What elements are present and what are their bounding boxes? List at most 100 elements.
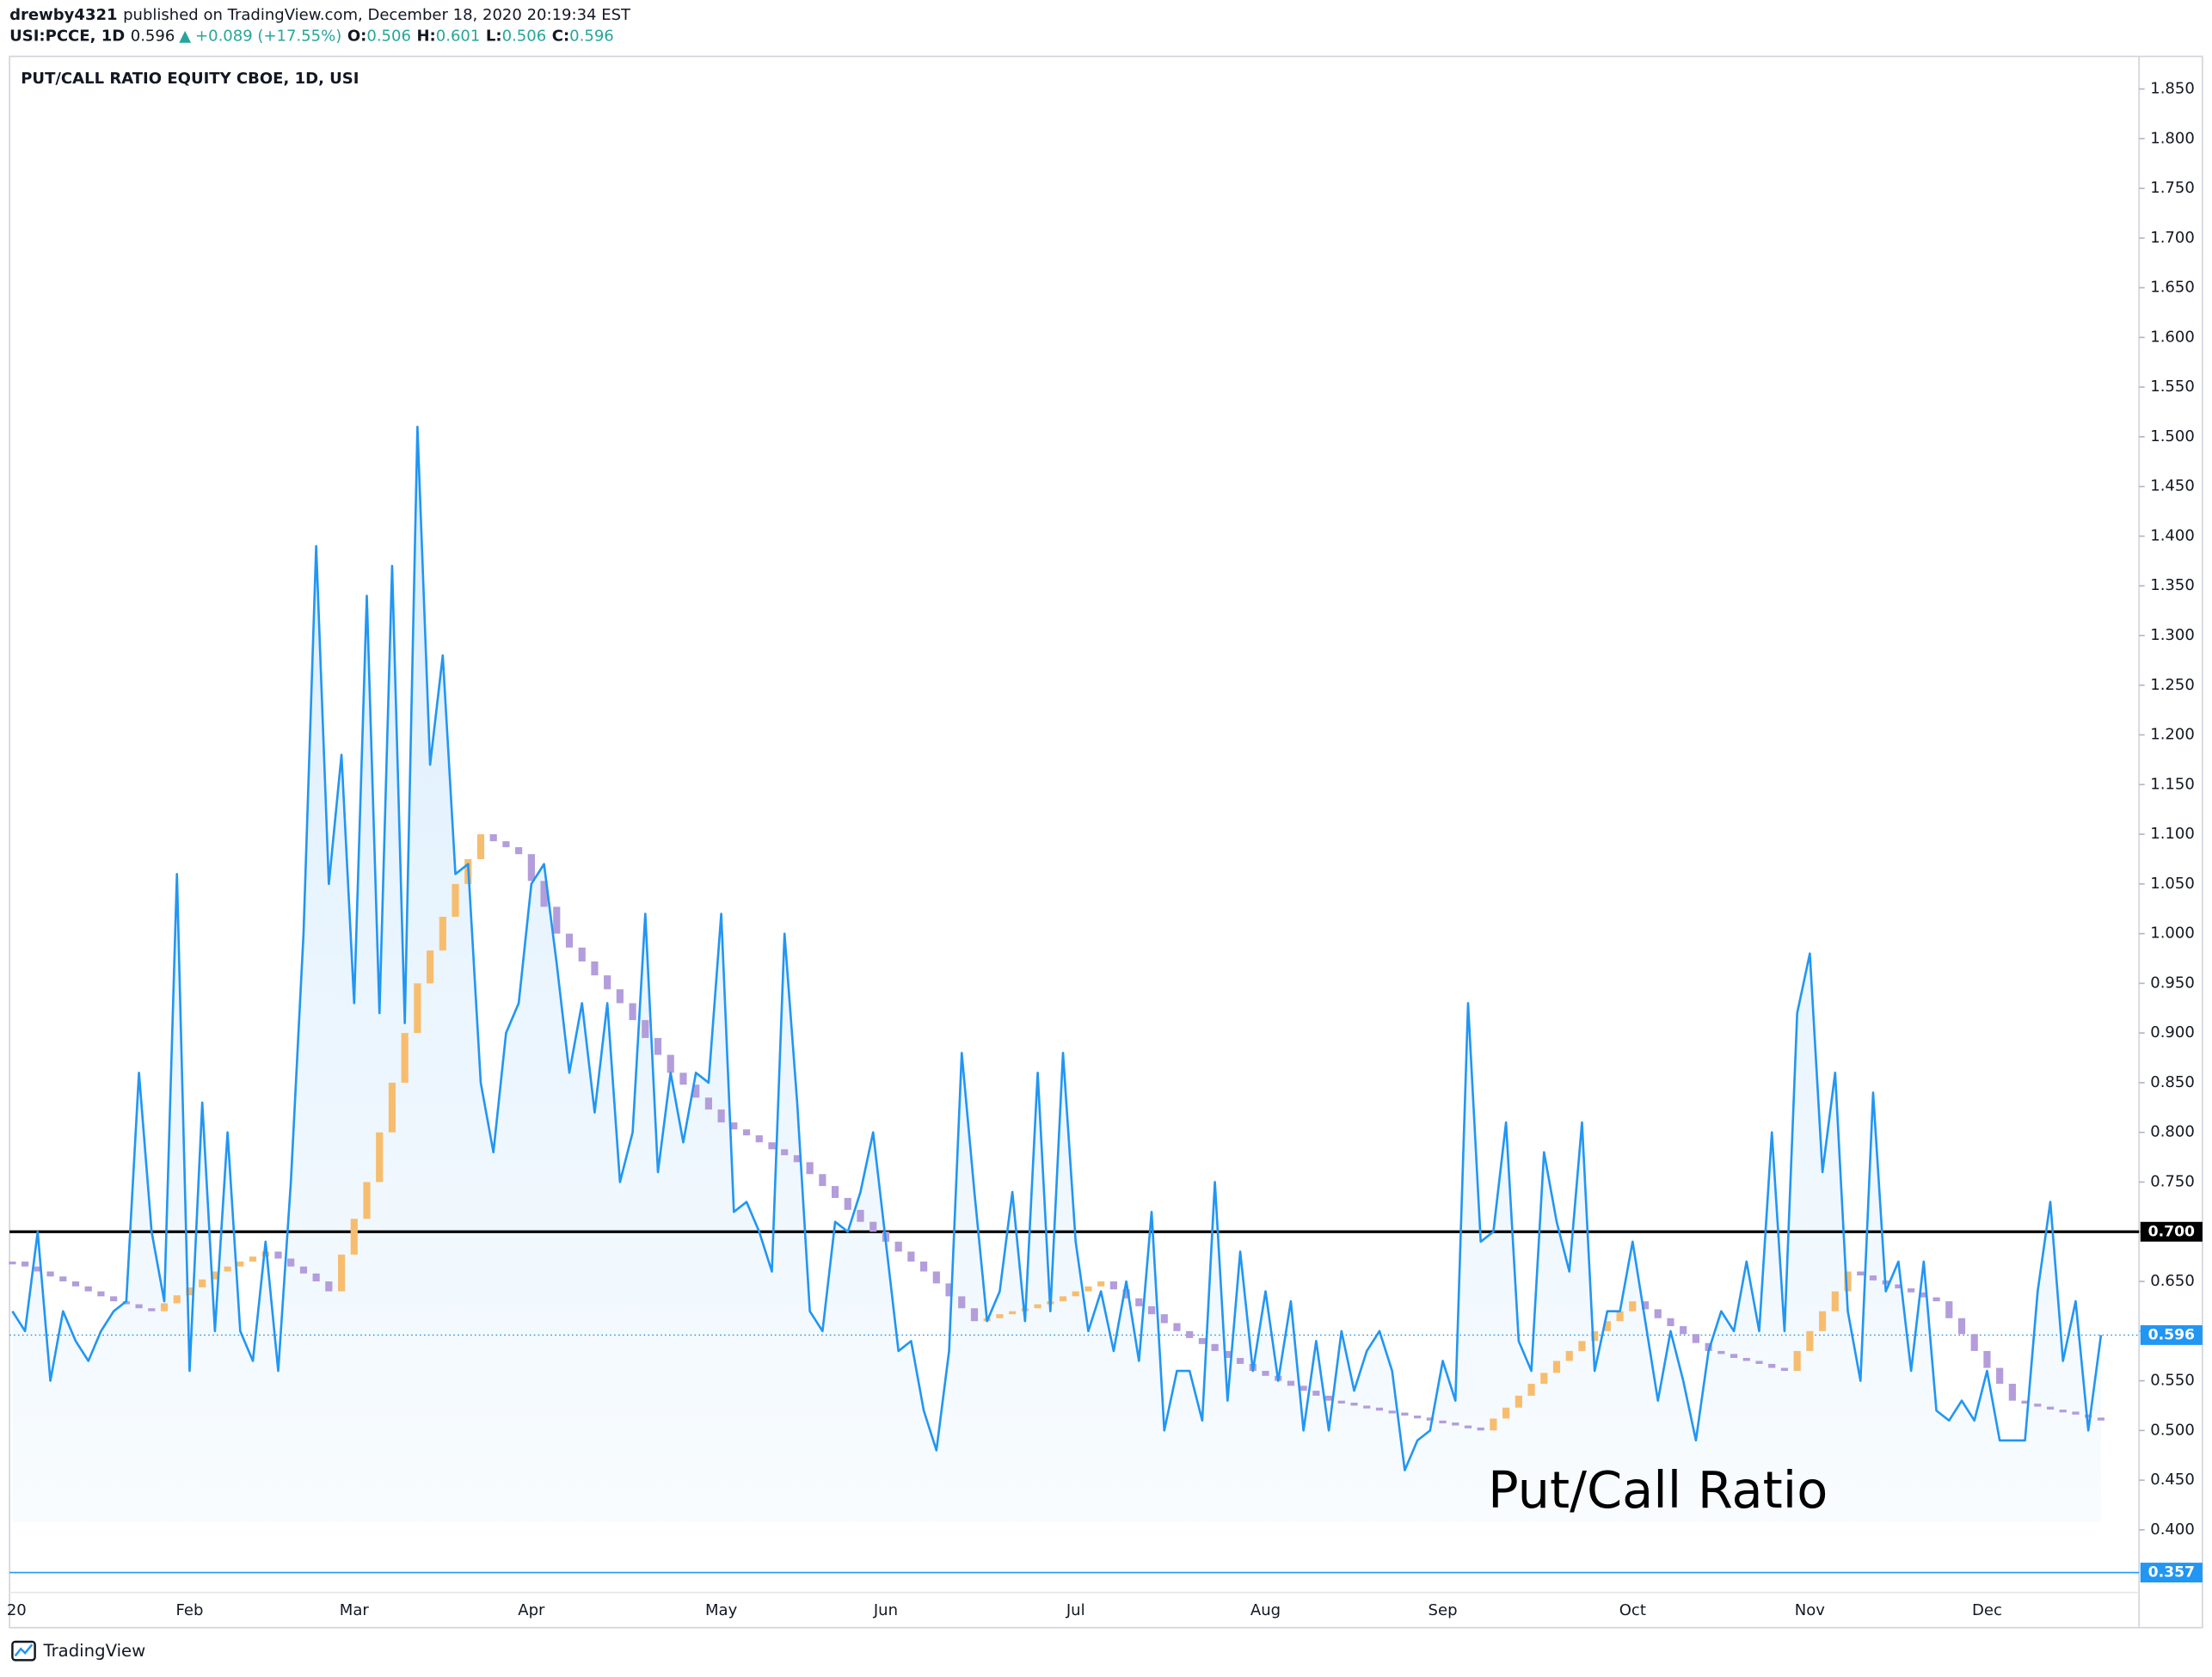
average-segment xyxy=(2097,1417,2104,1421)
average-segment xyxy=(1452,1422,1459,1426)
y-tick-label: 0.750 xyxy=(2150,1172,2195,1190)
reference-label: 0.700 xyxy=(2148,1223,2195,1240)
average-segment xyxy=(642,1020,649,1038)
reference-label: 0.596 xyxy=(2148,1326,2195,1343)
average-segment xyxy=(591,961,599,976)
y-tick-label: 1.600 xyxy=(2150,328,2195,346)
x-tick-label: Sep xyxy=(1429,1601,1458,1619)
average-segment xyxy=(2021,1400,2029,1404)
average-segment xyxy=(1717,1350,1725,1354)
y-tick-label: 0.850 xyxy=(2150,1073,2195,1091)
average-segment xyxy=(1262,1371,1269,1376)
average-segment xyxy=(1591,1330,1599,1342)
average-segment xyxy=(135,1304,143,1309)
average-segment xyxy=(755,1135,763,1143)
average-segment xyxy=(1818,1311,1827,1331)
author: drewby4321 xyxy=(9,6,117,24)
l-label: L: xyxy=(486,28,502,46)
average-segment xyxy=(1414,1416,1422,1419)
average-segment xyxy=(173,1295,181,1304)
average-segment xyxy=(1464,1425,1472,1428)
y-tick-label: 1.000 xyxy=(2150,924,2195,943)
average-segment xyxy=(1654,1309,1662,1318)
average-segment xyxy=(1173,1323,1181,1331)
average-segment xyxy=(1945,1301,1953,1318)
average-segment xyxy=(452,883,459,917)
average-segment xyxy=(1957,1318,1966,1335)
average-segment xyxy=(527,854,535,882)
reference-label-box xyxy=(2140,1324,2203,1345)
average-segment xyxy=(1034,1304,1041,1309)
average-segment xyxy=(616,989,624,1004)
average-segment xyxy=(261,1251,269,1257)
low: 0.506 xyxy=(502,28,547,46)
average-segment xyxy=(932,1271,940,1284)
x-tick-label: Mar xyxy=(340,1601,370,1619)
plot: 0.400 0.450 0.500 0.550 0.650 0.750 0.800 0.850… xyxy=(7,79,2203,1619)
average-segment xyxy=(1742,1357,1750,1361)
average-segment xyxy=(325,1281,333,1292)
y-tick-label: 1.200 xyxy=(2150,726,2195,744)
average-segment xyxy=(806,1162,814,1175)
average-segment xyxy=(1780,1367,1789,1372)
x-tick-label: Jul xyxy=(1066,1601,1085,1619)
average-segment xyxy=(97,1291,105,1297)
header-line-1: drewby4321 published on TradingView.com, … xyxy=(9,6,631,24)
average-segment xyxy=(1932,1297,1940,1302)
reference-label-box xyxy=(2140,1563,2203,1583)
average-segment xyxy=(211,1271,218,1280)
x-tick-label: Dec xyxy=(1972,1601,2002,1619)
average-segment xyxy=(1996,1367,2004,1385)
average-segment xyxy=(122,1301,130,1305)
average-segment xyxy=(1578,1341,1586,1351)
average-segment xyxy=(958,1296,966,1309)
x-tick-label: Oct xyxy=(1619,1601,1646,1619)
chart-title: PUT/CALL RATIO EQUITY CBOE, 1D, USI xyxy=(21,70,359,88)
average-segment xyxy=(1072,1291,1079,1297)
y-tick-label: 0.450 xyxy=(2150,1471,2195,1489)
average-segment xyxy=(894,1241,902,1252)
average-segment xyxy=(1705,1342,1712,1351)
average-segment xyxy=(1806,1330,1814,1351)
average-segment xyxy=(1109,1281,1117,1290)
average-segment xyxy=(414,983,421,1034)
average-segment xyxy=(2072,1411,2080,1415)
average-segment xyxy=(970,1308,979,1322)
y-tick-label: 0.900 xyxy=(2150,1023,2195,1041)
average-segment xyxy=(654,1037,662,1055)
logo-icon xyxy=(11,1640,36,1662)
average-segment xyxy=(1641,1301,1650,1310)
average-segment xyxy=(1388,1410,1396,1414)
average-segment xyxy=(2034,1404,2042,1407)
average-segment xyxy=(110,1296,118,1302)
average-segment xyxy=(1490,1418,1497,1431)
annotation: Put/Call Ratio xyxy=(1488,1460,1828,1520)
average-segment xyxy=(2085,1414,2092,1418)
y-tick-label: 1.400 xyxy=(2150,526,2195,544)
average-segment xyxy=(857,1209,864,1222)
average-segment xyxy=(427,950,434,984)
footer-brand: TradingView xyxy=(42,1641,145,1661)
y-tick-label: 0.550 xyxy=(2150,1372,2195,1390)
average-segment xyxy=(2046,1406,2055,1410)
reference-label-box xyxy=(2140,1221,2203,1242)
average-segment xyxy=(401,1033,409,1083)
average-segment xyxy=(1908,1288,1915,1293)
average-segment xyxy=(1540,1373,1548,1385)
average-segment xyxy=(920,1261,928,1272)
average-segment xyxy=(1312,1391,1320,1396)
average-segment xyxy=(844,1197,851,1210)
average-segment xyxy=(199,1279,206,1287)
average-segment xyxy=(540,881,548,907)
average-segment xyxy=(1186,1330,1194,1338)
average-segment xyxy=(1920,1292,1927,1298)
average-segment xyxy=(1502,1407,1510,1419)
average-segment xyxy=(237,1261,244,1267)
average-segment xyxy=(363,1182,371,1219)
y-tick-label: 1.100 xyxy=(2150,825,2195,843)
average-segment xyxy=(667,1054,674,1073)
header-line-2: USI:PCCE, 1D 0.596 ▲ +0.089 (+17.55%) O:0.50… xyxy=(9,28,614,46)
average-segment xyxy=(1552,1361,1561,1373)
